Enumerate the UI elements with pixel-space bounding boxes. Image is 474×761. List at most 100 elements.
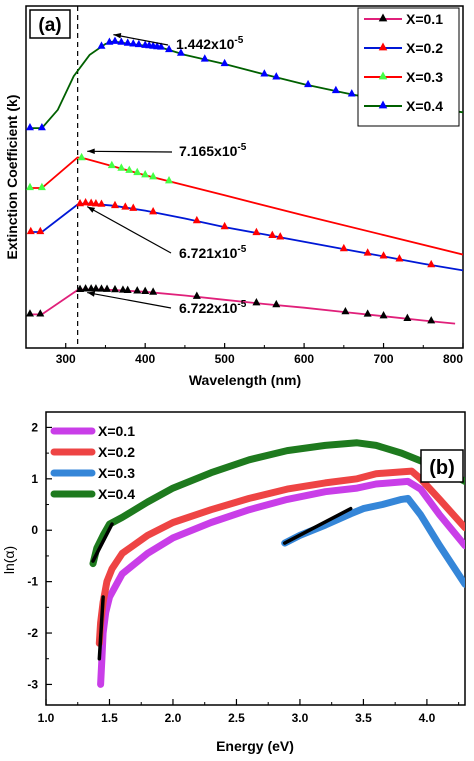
panel-a-annotation-3: 6.721x10-5 [179, 244, 247, 261]
panel-a-x-tick-label: 400 [135, 352, 155, 366]
panel-b-label-box [420, 449, 464, 483]
panel-a-series-4-marker [105, 37, 114, 45]
panel-b-x-tick-label: 1.0 [38, 711, 55, 725]
panel-a-legend-marker-3 [378, 71, 388, 80]
panel-b-legend-label-2: X=0.2 [98, 444, 135, 460]
panel-a-series-3-marker [107, 160, 116, 169]
panel-a-series-1-marker [252, 297, 261, 306]
panel-b-plot-frame [45, 411, 466, 706]
panel-a-plot-frame [25, 5, 464, 349]
panel-a-series-2-marker [427, 259, 436, 268]
panel-a-annotation-arrowhead-1 [113, 32, 122, 39]
panel-b-legend-label-3: X=0.3 [98, 465, 135, 481]
panel-a-legend-marker-2 [378, 42, 388, 51]
panel-b-y-tick-label: -2 [27, 626, 38, 640]
panel-a-x-tick-label: 300 [56, 352, 76, 366]
panel-a-series-1-marker [341, 306, 350, 315]
panel-a-series-3-marker [133, 167, 142, 176]
panel-b-series-line-3 [281, 494, 465, 588]
panel-a-series-2-marker [87, 198, 96, 206]
panel-a-series-1-marker [272, 299, 281, 308]
panel-b-fit-line-2 [91, 522, 114, 563]
panel-a-annotation-2: 7.165x10-5 [179, 142, 247, 159]
panel-a-series-1-marker [76, 284, 85, 292]
panel-b-fit-line-3 [282, 506, 353, 545]
panel-b-legend-label-4: X=0.4 [98, 486, 135, 502]
panel-a-legend-marker-4 [378, 100, 388, 109]
panel-a-series-1-marker [91, 284, 100, 292]
panel-a-series-4-marker [117, 37, 126, 45]
panel-b-x-tick-label: 2.5 [228, 711, 245, 725]
panel-a-series-4-marker [134, 39, 143, 48]
panel-a-series-2-marker [379, 251, 388, 259]
panel-a-series-1-marker [103, 284, 112, 292]
panel-a-series-3-marker [149, 171, 158, 180]
panel-b-y-axis-label: ln(α) [1, 546, 17, 574]
panel-a-series-2-marker [252, 227, 261, 236]
panel-a-annotation-arrowhead-3 [87, 206, 96, 213]
panel-a-annotation-arrow-2 [87, 150, 173, 153]
panel-b-x-tick-label: 2.0 [165, 711, 182, 725]
panel-b-x-axis-label: Energy (eV) [216, 738, 294, 754]
panel-a-series-2-marker [339, 243, 348, 252]
panel-a-series-1-marker [141, 286, 150, 294]
panel-a-annotation-1: 1.442x10-5 [176, 35, 244, 52]
panel-b-series-line-1 [97, 477, 465, 688]
panel-a-label-box [29, 9, 71, 39]
panel-b-series-line-4 [89, 439, 465, 568]
panel-a-series-4-marker [110, 36, 119, 44]
panel-a-annotation-arrow-1 [113, 34, 169, 46]
panel-a-series-4-marker [347, 89, 356, 97]
panel-a-series-4-marker [176, 48, 185, 56]
panel-a-series-2-marker [36, 226, 45, 235]
panel-b-chart: 1.0 1.5 2.0 2.5 3.0 3.5 4.0 -3 -2 -1 0 1 2 (b) X=0.… [1, 411, 466, 754]
panel-a-series-3-marker [37, 182, 46, 191]
panel-a-series-1-marker [81, 284, 90, 292]
panel-a-annotation-arrow-3 [86, 206, 172, 254]
panel-a-series-4-marker [26, 122, 34, 131]
panel-a-series-4-marker [304, 79, 313, 88]
panel-a-legend-label-3: X=0.3 [406, 69, 443, 85]
panel-b-x-tick-label: 3.5 [355, 711, 372, 725]
panel-b-legend: X=0.1 X=0.2 X=0.3 X=0.4 [50, 423, 135, 502]
panel-a-series-3-marker [125, 165, 134, 173]
panel-a-series-4-marker [220, 58, 229, 67]
panel-a-annotation-4: 6.722x10-5 [179, 299, 247, 316]
panel-a-series-2-marker [91, 198, 100, 207]
panel-a-series-1-marker [403, 313, 412, 321]
panel-a-series-2-marker [220, 221, 229, 230]
panel-a-legend-label-2: X=0.2 [406, 40, 443, 56]
panel-a-series-4-marker [129, 39, 138, 47]
panel-a-x-tick-label: 600 [294, 352, 314, 366]
panel-b-y-tick-label: -1 [27, 575, 38, 589]
panel-a-series-1-marker [363, 309, 372, 317]
panel-a-annotation-arrow-4 [87, 291, 172, 309]
panel-a-annotation-arrowhead-2 [87, 148, 95, 154]
panel-a-series-4-marker [331, 85, 340, 94]
panel-a-series-2-marker [192, 215, 201, 224]
panel-a-series-1-marker [26, 309, 34, 317]
panel-a-series-3-marker [141, 169, 150, 178]
panel-b-fit-line-1 [97, 595, 105, 661]
panel-a-x-axis-label: Wavelength (nm) [189, 372, 301, 388]
panel-a-series-3-marker [26, 182, 34, 191]
panel-a-series-4-marker [200, 54, 209, 62]
panel-a-series-4-marker [37, 122, 46, 131]
panel-a-series-2-marker [149, 206, 158, 215]
panel-a-series-4-marker [97, 41, 106, 49]
panel-b-y-tick-label: -3 [27, 677, 38, 691]
panel-a-x-tick-label: 500 [215, 352, 235, 366]
panel-a-legend: X=0.1 X=0.2 X=0.3 X=0.4 [357, 7, 460, 127]
panel-b-x-tick-label: 1.5 [101, 711, 118, 725]
panel-a-series-2-marker [363, 248, 372, 256]
panel-a-series-1-marker [110, 284, 119, 293]
panel-a-legend-label-1: X=0.1 [406, 11, 443, 27]
panel-b-y-tick-label: 0 [31, 523, 38, 537]
panel-b-legend-label-1: X=0.1 [98, 423, 135, 439]
panel-a-series-1-marker [379, 311, 388, 319]
panel-a-label: (a) [38, 15, 61, 36]
panel-a-series-2-marker [76, 198, 85, 207]
panel-a-series-4-marker [123, 38, 132, 46]
panel-a-series-1-marker [149, 287, 158, 295]
